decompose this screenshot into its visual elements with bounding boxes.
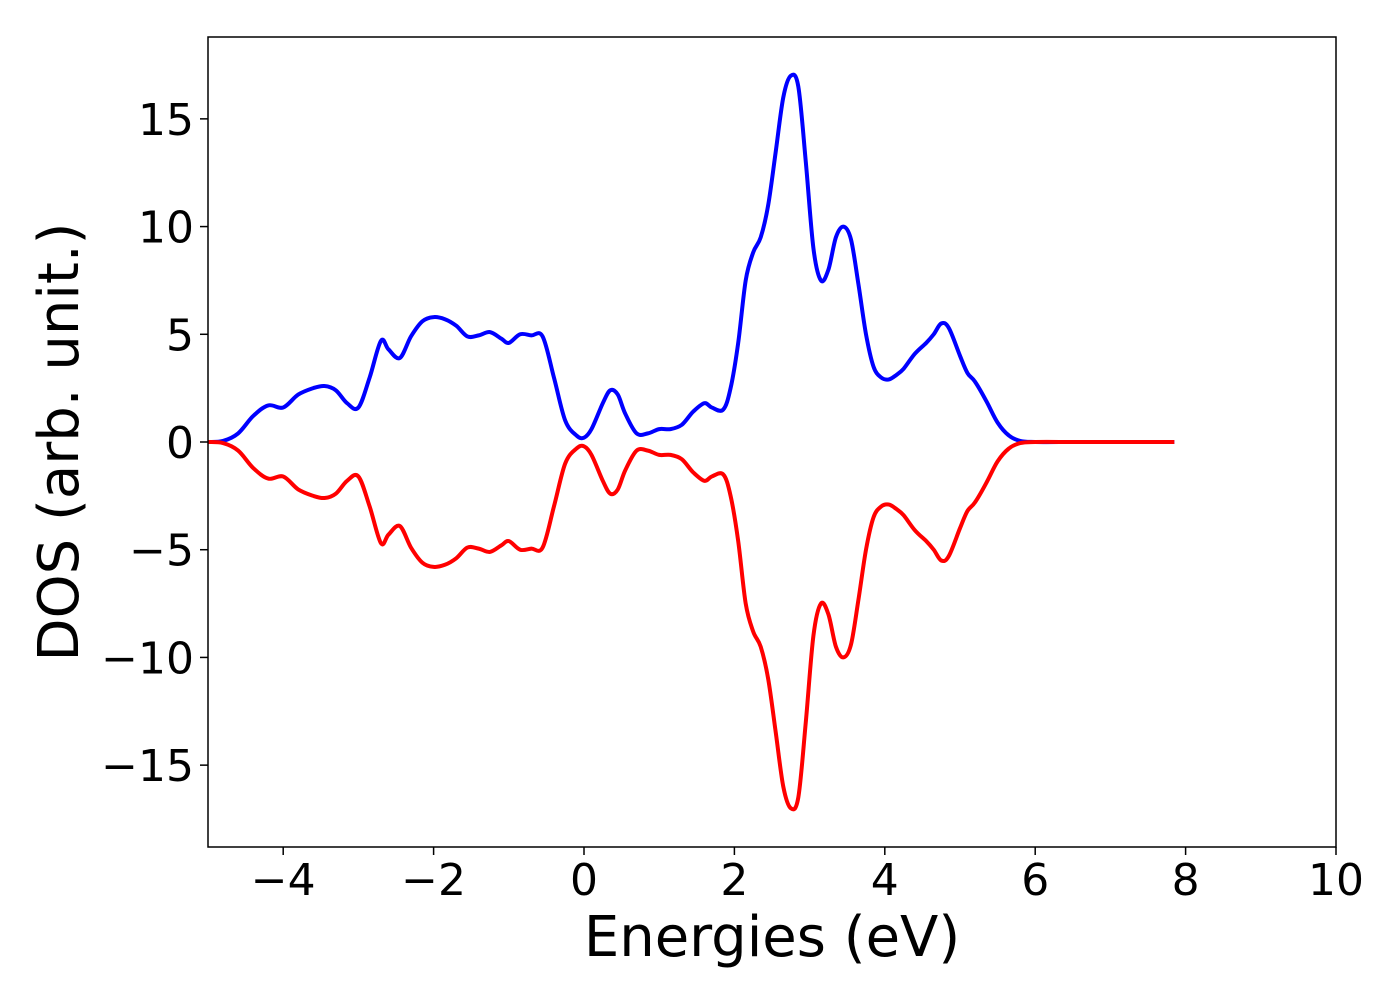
y-tick-label: 5	[166, 310, 194, 361]
x-tick-label: 10	[1308, 855, 1364, 906]
y-axis-title: DOS (arb. unit.)	[27, 222, 92, 661]
x-tick-label: 6	[1021, 855, 1049, 906]
series-line-1	[207, 72, 1175, 445]
series-line-2	[207, 439, 1175, 812]
y-tick-label: −5	[129, 526, 194, 577]
x-tick-label: 0	[570, 855, 598, 906]
x-tick-label: 2	[720, 855, 748, 906]
y-axis-ticks: 15 10 5 0 −5 −10 −15	[101, 95, 208, 792]
x-tick-label: 8	[1172, 855, 1200, 906]
x-tick-label: 4	[871, 855, 899, 906]
x-tick-label: −4	[251, 855, 316, 906]
y-tick-label: −10	[101, 633, 194, 684]
y-tick-label: 15	[138, 95, 194, 146]
y-tick-label: 10	[138, 203, 194, 254]
series-layer	[207, 72, 1175, 812]
x-tick-label: −2	[401, 855, 466, 906]
x-axis-title: Energies (eV)	[584, 905, 960, 970]
x-axis-ticks: −4 −2 0 2 4 6 8 10	[251, 847, 1364, 906]
y-tick-label: 0	[166, 418, 194, 469]
y-tick-label: −15	[101, 741, 194, 792]
